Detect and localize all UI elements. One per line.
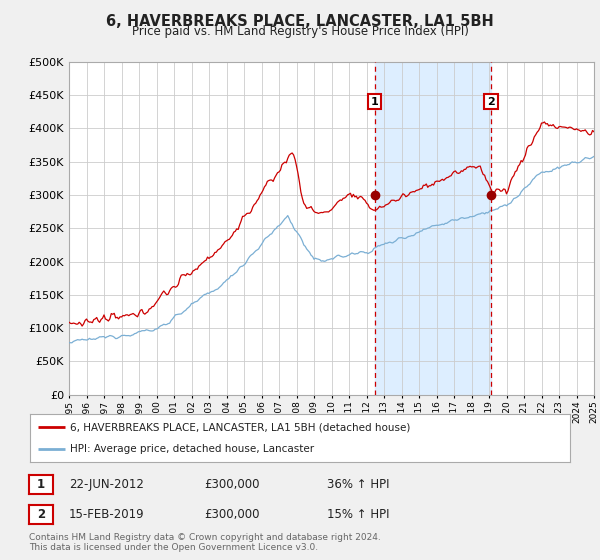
Bar bbox=[375, 62, 491, 395]
Text: Price paid vs. HM Land Registry's House Price Index (HPI): Price paid vs. HM Land Registry's House … bbox=[131, 25, 469, 38]
Text: Contains HM Land Registry data © Crown copyright and database right 2024.: Contains HM Land Registry data © Crown c… bbox=[29, 533, 380, 542]
Text: 36% ↑ HPI: 36% ↑ HPI bbox=[327, 478, 389, 491]
Text: 15% ↑ HPI: 15% ↑ HPI bbox=[327, 507, 389, 521]
Text: £300,000: £300,000 bbox=[204, 478, 260, 491]
Text: 1: 1 bbox=[37, 478, 45, 491]
Text: HPI: Average price, detached house, Lancaster: HPI: Average price, detached house, Lanc… bbox=[71, 444, 314, 454]
Text: 6, HAVERBREAKS PLACE, LANCASTER, LA1 5BH: 6, HAVERBREAKS PLACE, LANCASTER, LA1 5BH bbox=[106, 14, 494, 29]
Text: 2: 2 bbox=[487, 96, 495, 106]
Text: This data is licensed under the Open Government Licence v3.0.: This data is licensed under the Open Gov… bbox=[29, 543, 318, 552]
Text: 2: 2 bbox=[37, 507, 45, 521]
Text: 22-JUN-2012: 22-JUN-2012 bbox=[69, 478, 144, 491]
Text: 1: 1 bbox=[371, 96, 379, 106]
Text: £300,000: £300,000 bbox=[204, 507, 260, 521]
Text: 6, HAVERBREAKS PLACE, LANCASTER, LA1 5BH (detached house): 6, HAVERBREAKS PLACE, LANCASTER, LA1 5BH… bbox=[71, 422, 411, 432]
Text: 15-FEB-2019: 15-FEB-2019 bbox=[69, 507, 145, 521]
